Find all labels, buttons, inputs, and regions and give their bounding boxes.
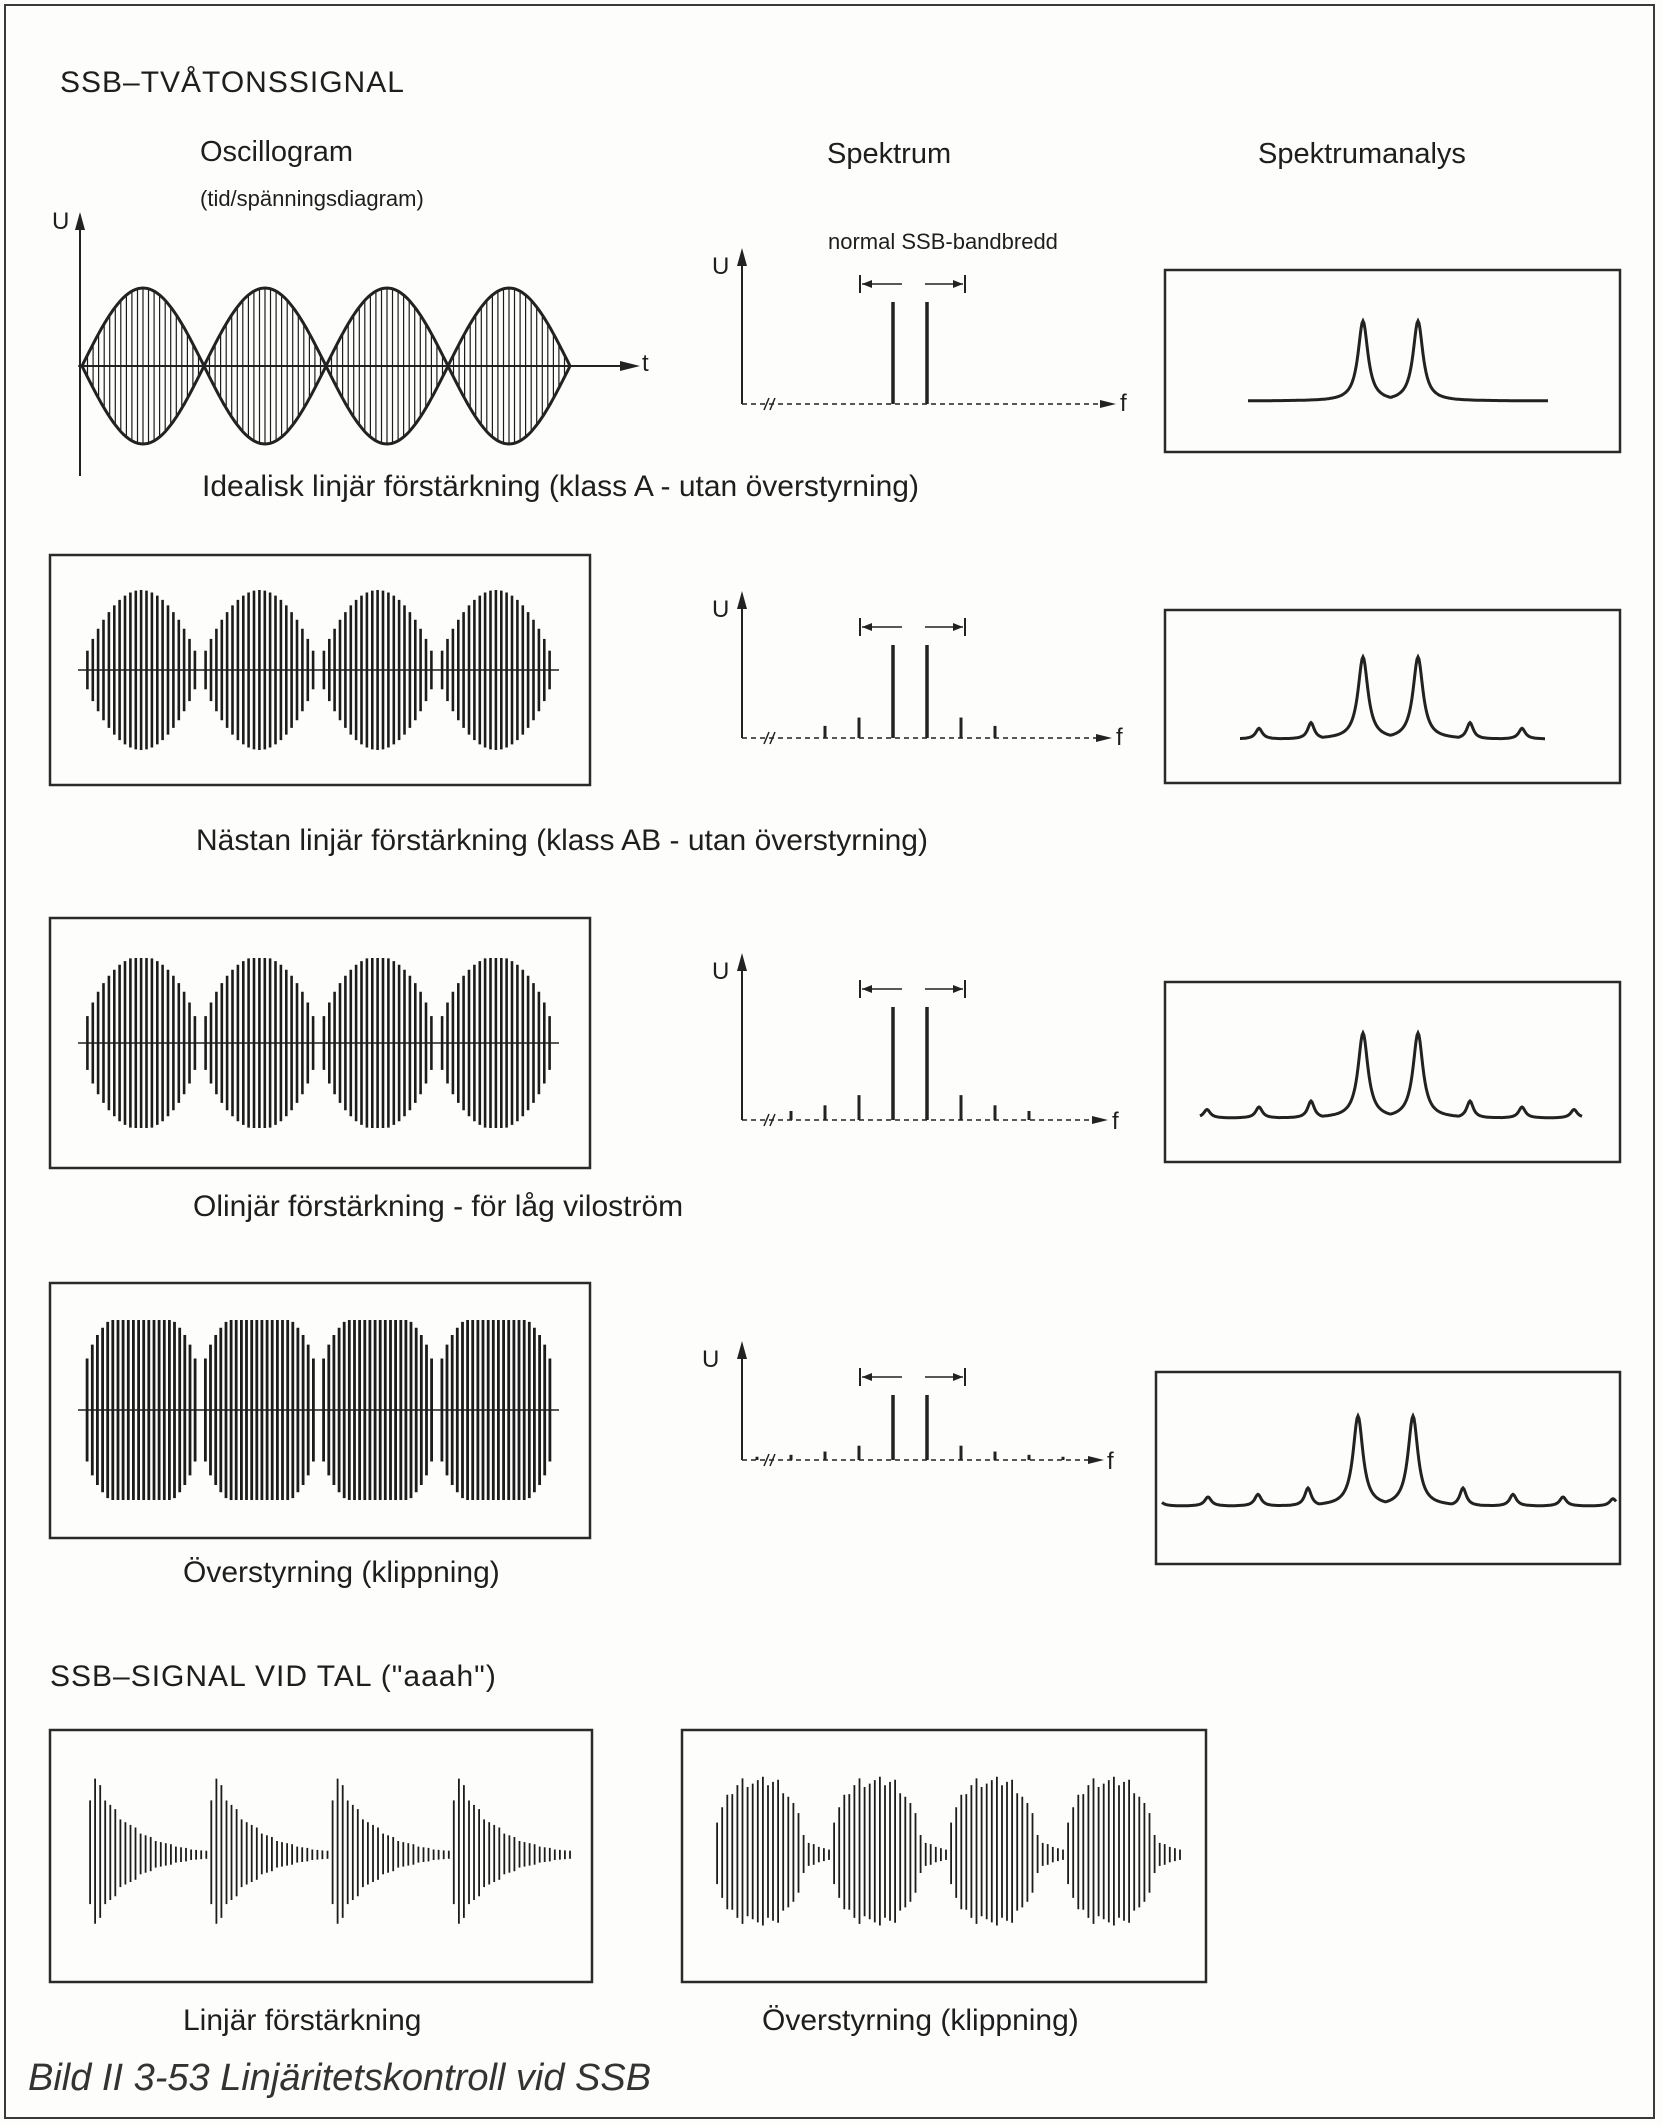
row4-spec-f-label: f [1107,1448,1114,1475]
row1-spec-y-arrow [737,248,747,266]
row3-analysis-trace [1199,1029,1583,1120]
speech-linear-waveform [89,1778,571,1924]
row1-spec-axis-break [763,397,776,411]
row2-spec-f-arrow [1096,734,1112,742]
spectrum-analysis-header: Spektrumanalys [1258,138,1466,170]
speech-clipped-frame [680,1728,1208,1984]
row2-analysis-frame [1163,608,1622,785]
row2-spec-bw-right-head [953,623,963,631]
row2-caption: Nästan linjär förstärkning (klass AB - u… [196,824,928,857]
row1-spec-u-label: U [712,253,730,280]
row2-spectrum [737,591,1112,745]
row3-spec-axis-break [763,1113,776,1127]
row2-spec-f-label: f [1116,724,1123,751]
row4-osc-waveform [78,1320,559,1500]
row1-spectrum [737,248,1116,411]
spectrum-header: Spektrum [827,138,952,170]
row1-spec-bw-right-head [953,280,963,288]
row1-osc-u-label: U [52,208,70,235]
row1-spec-bw-left-head [862,280,872,288]
speech-section-title: SSB–SIGNAL VID TAL ("aaah") [50,1660,497,1693]
row1-osc-envelope-top [80,286,572,370]
row2-spec-bw-left-head [862,623,872,631]
row4-analysis-trace [1161,1412,1618,1508]
row2-osc-waveform [78,590,559,750]
section-title: SSB–TVÅTONSSIGNAL [60,66,405,99]
row1-spec-f-label: f [1120,390,1127,417]
row4-spec-f-arrow [1088,1456,1104,1464]
row3-osc-frame [48,916,592,1170]
row3-spec-u-label: U [712,958,730,985]
row4-analysis-frame [1154,1370,1622,1566]
row3-osc-waveform [78,958,559,1128]
row2-analysis-trace [1240,653,1545,741]
speech-clipped-waveform [716,1776,1181,1926]
row4-spectrum [737,1341,1104,1467]
row3-spectrum [737,953,1108,1127]
row1-osc-t-label: t [642,350,649,377]
row3-spec-f-arrow [1092,1116,1108,1124]
row1-osc-envelope-bottom [80,362,572,446]
oscillogram-header: Oscillogram [200,136,354,168]
row3-spec-y-arrow [737,953,747,971]
row1-caption: Idealisk linjär förstärkning (klass A - … [202,470,919,503]
row4-spec-bw-right-head [953,1373,963,1381]
row1-osc-y-arrow [75,212,85,230]
row4-caption: Överstyrning (klippning) [183,1556,500,1589]
row1-analysis-frame [1163,268,1622,454]
row1-oscillogram [75,212,640,476]
row2-spec-axis-break [763,731,776,745]
figure-border [4,4,1655,2119]
row4-spec-u-label: U [702,1346,720,1373]
row4-spec-y-arrow [737,1341,747,1359]
bandwidth-label: normal SSB-bandbredd [828,229,1058,254]
row2-spec-u-label: U [712,596,730,623]
row1-analysis-trace [1248,317,1548,403]
row2-spec-y-arrow [737,591,747,609]
row2-osc-frame [48,553,592,787]
speech-linear-frame [48,1728,594,1984]
speech-clipped-caption: Överstyrning (klippning) [762,2004,1079,2037]
row4-osc-frame [48,1281,592,1540]
row4-spec-bw-left-head [862,1373,872,1381]
row1-osc-waveform [78,286,620,446]
row3-analysis-frame [1163,980,1622,1164]
speech-linear-caption: Linjär förstärkning [183,2004,422,2037]
row3-spec-bw-right-head [953,985,963,993]
row3-caption: Olinjär förstärkning - för låg viloström [193,1190,684,1223]
row4-spec-axis-break [763,1453,776,1467]
row3-spec-f-label: f [1112,1108,1119,1135]
row3-spec-bw-left-head [862,985,872,993]
oscillogram-subheader: (tid/spänningsdiagram) [200,186,424,211]
row1-spec-f-arrow [1100,400,1116,408]
row1-osc-t-arrow [620,361,640,371]
figure-caption: Bild II 3-53 Linjäritetskontroll vid SSB [28,2057,652,2099]
